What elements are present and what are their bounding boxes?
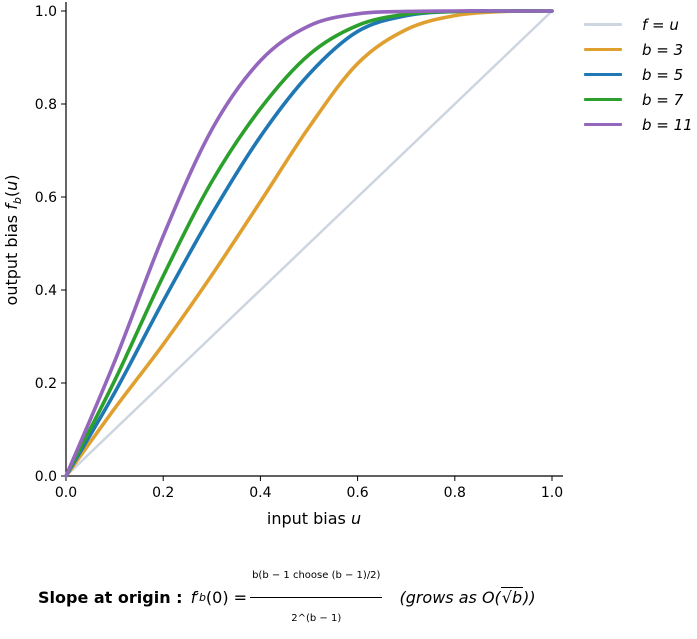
formula-sub-b: b bbox=[198, 590, 206, 604]
x-tick-label: 0.0 bbox=[55, 485, 77, 501]
formula-fraction: b(b − 1 choose (b − 1)/2) 2^(b − 1) bbox=[250, 556, 383, 639]
formula-note-sqrt: √b bbox=[500, 586, 524, 607]
x-tick-label: 0.8 bbox=[444, 485, 466, 501]
formula-note: (grows as O(√b)) bbox=[399, 578, 536, 618]
y-tick-label: 0.8 bbox=[35, 97, 57, 113]
y-tick-label: 0.0 bbox=[35, 469, 57, 485]
formula-numerator: b(b − 1 choose (b − 1)/2) bbox=[250, 556, 383, 598]
legend-item: b = 5 bbox=[584, 62, 693, 87]
legend-swatch bbox=[584, 98, 622, 101]
formula-label: Slope at origin : bbox=[38, 587, 183, 607]
legend-item: f = u bbox=[584, 12, 693, 37]
formula-arg: (0) = bbox=[205, 587, 248, 607]
legend-label: b = 11 bbox=[642, 115, 693, 134]
series-line-b-11 bbox=[64, 9, 554, 478]
legend-item: b = 11 bbox=[584, 112, 693, 137]
legend-item: b = 3 bbox=[584, 37, 693, 62]
line-chart: 0.0 0.2 0.4 0.6 0.8 1.0 0.0 0.2 0.4 0.6 0.8 1.0 inp… bbox=[2, 2, 563, 528]
y-tick-label: 0.6 bbox=[35, 190, 57, 206]
legend-swatch bbox=[584, 23, 622, 26]
series-line-f-u bbox=[64, 9, 554, 478]
x-tick-label: 0.2 bbox=[152, 485, 174, 501]
legend-label: b = 5 bbox=[642, 65, 684, 84]
x-axis-label: input bias u bbox=[267, 509, 361, 528]
legend: f = u b = 3 b = 5 b = 7 b = 11 bbox=[584, 12, 693, 137]
ticks: 0.0 0.2 0.4 0.6 0.8 1.0 0.0 0.2 0.4 0.6 0.8 1.0 bbox=[35, 4, 563, 501]
x-tick-label: 0.6 bbox=[346, 485, 368, 501]
x-tick-label: 0.4 bbox=[249, 485, 271, 501]
axes bbox=[65, 2, 563, 477]
x-tick-label: 1.0 bbox=[541, 485, 563, 501]
legend-label: f = u bbox=[642, 15, 679, 34]
slope-formula: Slope at origin : f ′ b (0) = b(b − 1 choos… bbox=[38, 556, 536, 639]
legend-label: b = 3 bbox=[642, 40, 684, 59]
formula-denominator: 2^(b − 1) bbox=[291, 613, 342, 624]
legend-swatch bbox=[584, 48, 622, 51]
legend-item: b = 7 bbox=[584, 87, 693, 112]
y-tick-label: 1.0 bbox=[35, 4, 57, 20]
series-group bbox=[64, 9, 554, 478]
formula-note-close: )) bbox=[523, 587, 536, 607]
y-tick-label: 0.2 bbox=[35, 376, 57, 392]
legend-swatch bbox=[584, 73, 622, 76]
legend-label: b = 7 bbox=[642, 90, 684, 109]
y-tick-label: 0.4 bbox=[35, 283, 57, 299]
y-axis-label: output bias fb(u) bbox=[2, 175, 24, 306]
series-line-b-3 bbox=[64, 9, 554, 478]
formula-note-open: (grows as O( bbox=[399, 587, 501, 607]
legend-swatch bbox=[584, 123, 622, 126]
